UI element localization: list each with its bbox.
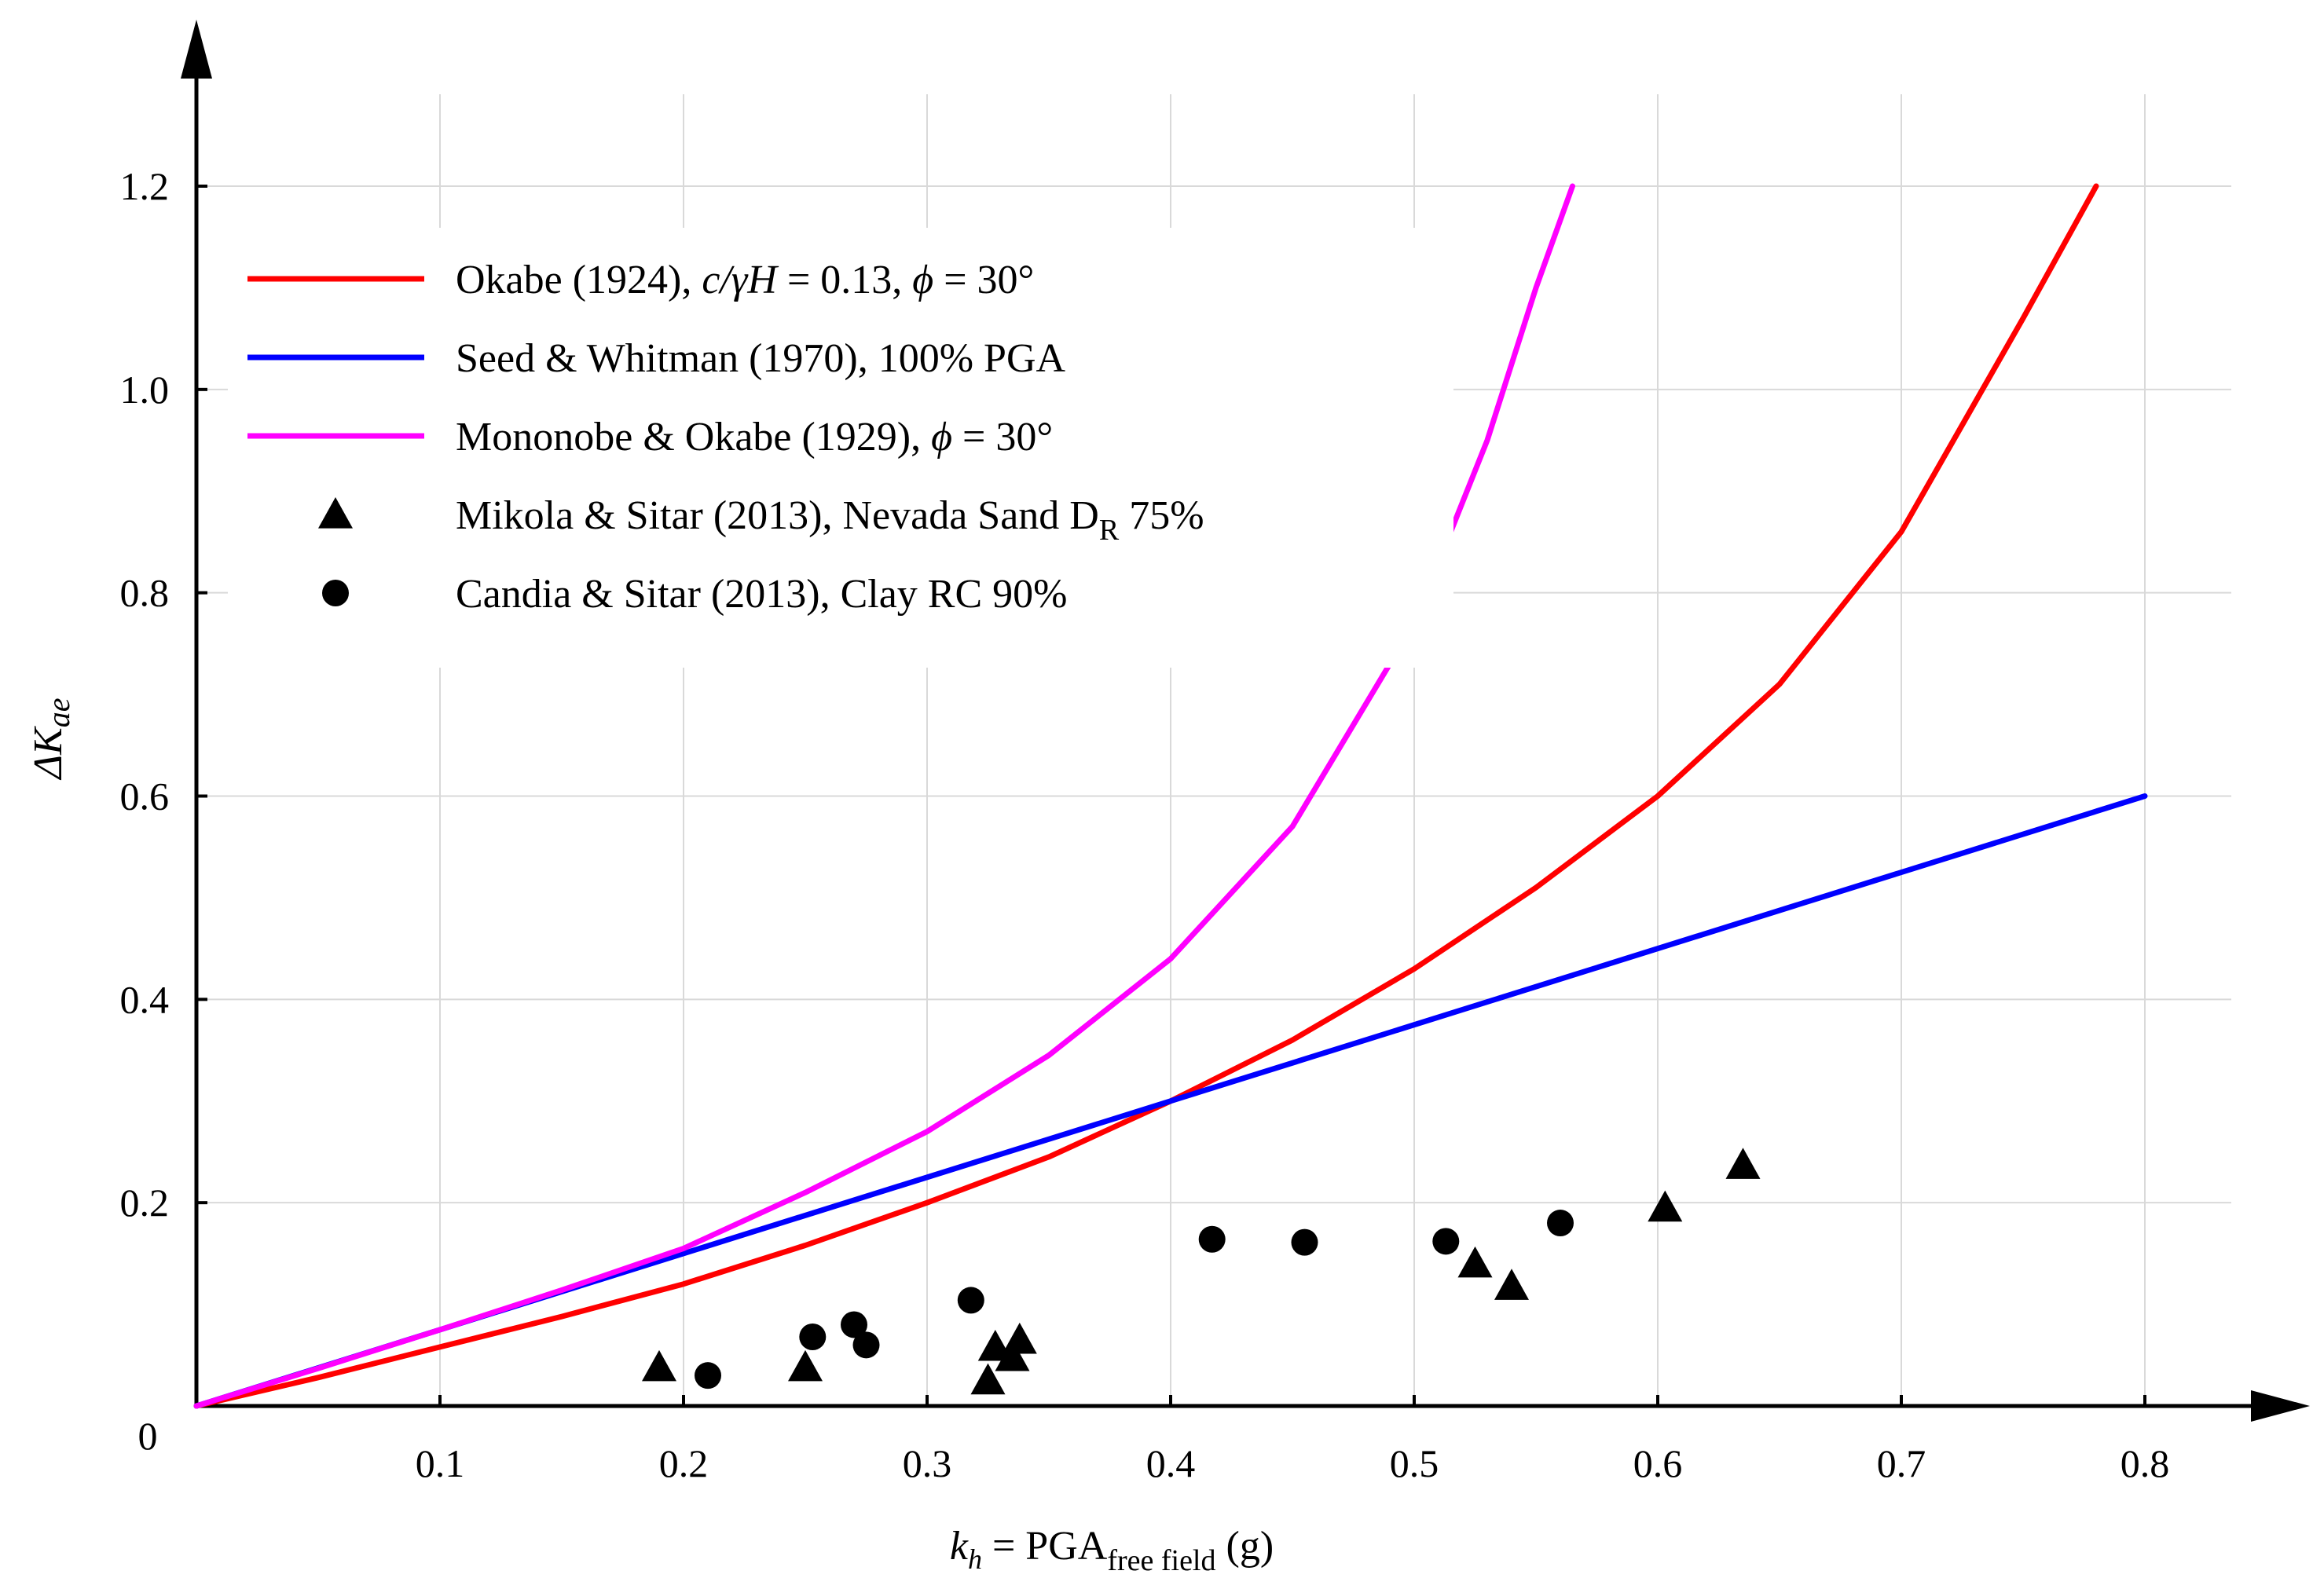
x-axis-title-rest: = PGA bbox=[982, 1524, 1108, 1569]
x-axis-title-main: k bbox=[950, 1524, 969, 1569]
series-mikola-point-5 bbox=[1002, 1322, 1037, 1354]
x-tick-label-3: 0.4 bbox=[1146, 1441, 1196, 1485]
x-axis-arrow bbox=[2251, 1390, 2310, 1422]
x-axis-title-sub: free field bbox=[1107, 1544, 1215, 1577]
legend-label-mikola: Mikola & Sitar (2013), Nevada Sand DR 75… bbox=[456, 493, 1204, 547]
origin-label: 0 bbox=[138, 1414, 158, 1458]
legend-label-candia-a: Candia & Sitar (2013), Clay RC 90% bbox=[456, 572, 1067, 617]
legend-label-mikola-a: Mikola & Sitar (2013), Nevada Sand D bbox=[456, 493, 1099, 538]
series-mikola-point-4 bbox=[995, 1339, 1030, 1371]
axes bbox=[181, 20, 2310, 1422]
plot-area bbox=[193, 183, 2148, 1409]
series-mikola bbox=[642, 1148, 1761, 1395]
series-candia-point-8 bbox=[1547, 1210, 1574, 1237]
y-axis-arrow bbox=[181, 20, 212, 79]
y-axis-title-main: K bbox=[26, 726, 71, 756]
legend-swatch-candia bbox=[322, 580, 349, 606]
series-candia-point-2 bbox=[841, 1311, 867, 1338]
series-mikola-point-0 bbox=[642, 1349, 676, 1382]
legend-swatch-mikola bbox=[318, 497, 353, 529]
legend: Okabe (1924), c/γH = 0.13, ϕ = 30° Seed &… bbox=[228, 228, 1453, 668]
series-candia-point-5 bbox=[1198, 1225, 1226, 1253]
y-tick-label-2: 0.6 bbox=[120, 774, 170, 818]
series-mikola-point-1 bbox=[788, 1349, 823, 1382]
x-tick-label-0: 0.1 bbox=[416, 1441, 465, 1485]
y-tick-label-3: 0.8 bbox=[120, 571, 170, 615]
series-candia-point-0 bbox=[695, 1362, 721, 1389]
legend-label-okabe-d: ϕ bbox=[912, 258, 933, 302]
y-axis-title-sub: ae bbox=[41, 698, 76, 728]
legend-background bbox=[228, 228, 1453, 668]
x-axis-title-main-sub: h bbox=[968, 1543, 982, 1575]
legend-label-okabe-b: c/γH bbox=[702, 258, 779, 302]
series-candia-point-7 bbox=[1432, 1228, 1460, 1255]
series-mikola-point-9 bbox=[1725, 1148, 1761, 1179]
series-mikola-point-8 bbox=[1648, 1190, 1683, 1222]
legend-label-okabe-c: = 0.13, bbox=[777, 258, 912, 302]
tick-labels: 0.1 0.2 0.3 0.4 0.5 0.6 0.7 0.8 0.2 0.4 0.6 0.8 1.0 1… bbox=[120, 164, 2170, 1485]
x-tick-label-1: 0.2 bbox=[659, 1441, 709, 1485]
legend-label-mononobe-d: ϕ bbox=[931, 415, 952, 459]
legend-label-mononobe-a: Mononobe & Okabe (1929), bbox=[456, 415, 931, 459]
legend-label-okabe-e: = 30° bbox=[933, 258, 1034, 302]
x-axis-title-unit: (g) bbox=[1216, 1524, 1274, 1569]
legend-label-okabe-a: Okabe (1924), bbox=[456, 258, 702, 302]
y-tick-label-1: 0.4 bbox=[120, 977, 170, 1021]
series-candia-point-4 bbox=[957, 1287, 984, 1314]
series-mononobe-line bbox=[193, 183, 1575, 1409]
legend-label-mononobe-e: = 30° bbox=[952, 415, 1053, 459]
series-candia-point-1 bbox=[799, 1323, 827, 1350]
legend-label-mikola-sub: R bbox=[1099, 514, 1120, 547]
x-tick-label-7: 0.8 bbox=[2121, 1441, 2170, 1485]
x-tick-label-4: 0.5 bbox=[1390, 1441, 1439, 1485]
series-candia-point-6 bbox=[1291, 1228, 1318, 1256]
x-tick-label-5: 0.6 bbox=[1633, 1441, 1683, 1485]
x-tick-label-6: 0.7 bbox=[1877, 1441, 1926, 1485]
legend-label-okabe: Okabe (1924), c/γH = 0.13, ϕ = 30° bbox=[456, 258, 1034, 302]
series-mikola-point-7 bbox=[1494, 1269, 1529, 1300]
y-tick-label-0: 0.2 bbox=[120, 1181, 170, 1225]
legend-label-mikola-e: 75% bbox=[1119, 493, 1204, 538]
legend-label-seed-a: Seed & Whitman (1970), 100% PGA bbox=[456, 336, 1066, 381]
y-axis-title: ΔKae bbox=[26, 698, 76, 781]
x-axis-title: kh = PGAfree field (g) bbox=[950, 1524, 1274, 1577]
series-mikola-point-2 bbox=[970, 1363, 1006, 1395]
legend-label-seed: Seed & Whitman (1970), 100% PGA bbox=[456, 336, 1066, 381]
y-tick-label-4: 1.0 bbox=[120, 368, 170, 412]
series-candia-point-3 bbox=[852, 1331, 880, 1359]
series-candia bbox=[695, 1210, 1574, 1389]
x-tick-label-2: 0.3 bbox=[903, 1441, 952, 1485]
y-axis-title-prefix: Δ bbox=[26, 755, 71, 781]
legend-label-mononobe: Mononobe & Okabe (1929), ϕ = 30° bbox=[456, 415, 1053, 459]
legend-label-candia: Candia & Sitar (2013), Clay RC 90% bbox=[456, 572, 1067, 617]
series-mononobe bbox=[193, 183, 1575, 1409]
series-mikola-point-6 bbox=[1457, 1246, 1493, 1278]
y-tick-label-5: 1.2 bbox=[120, 164, 170, 208]
